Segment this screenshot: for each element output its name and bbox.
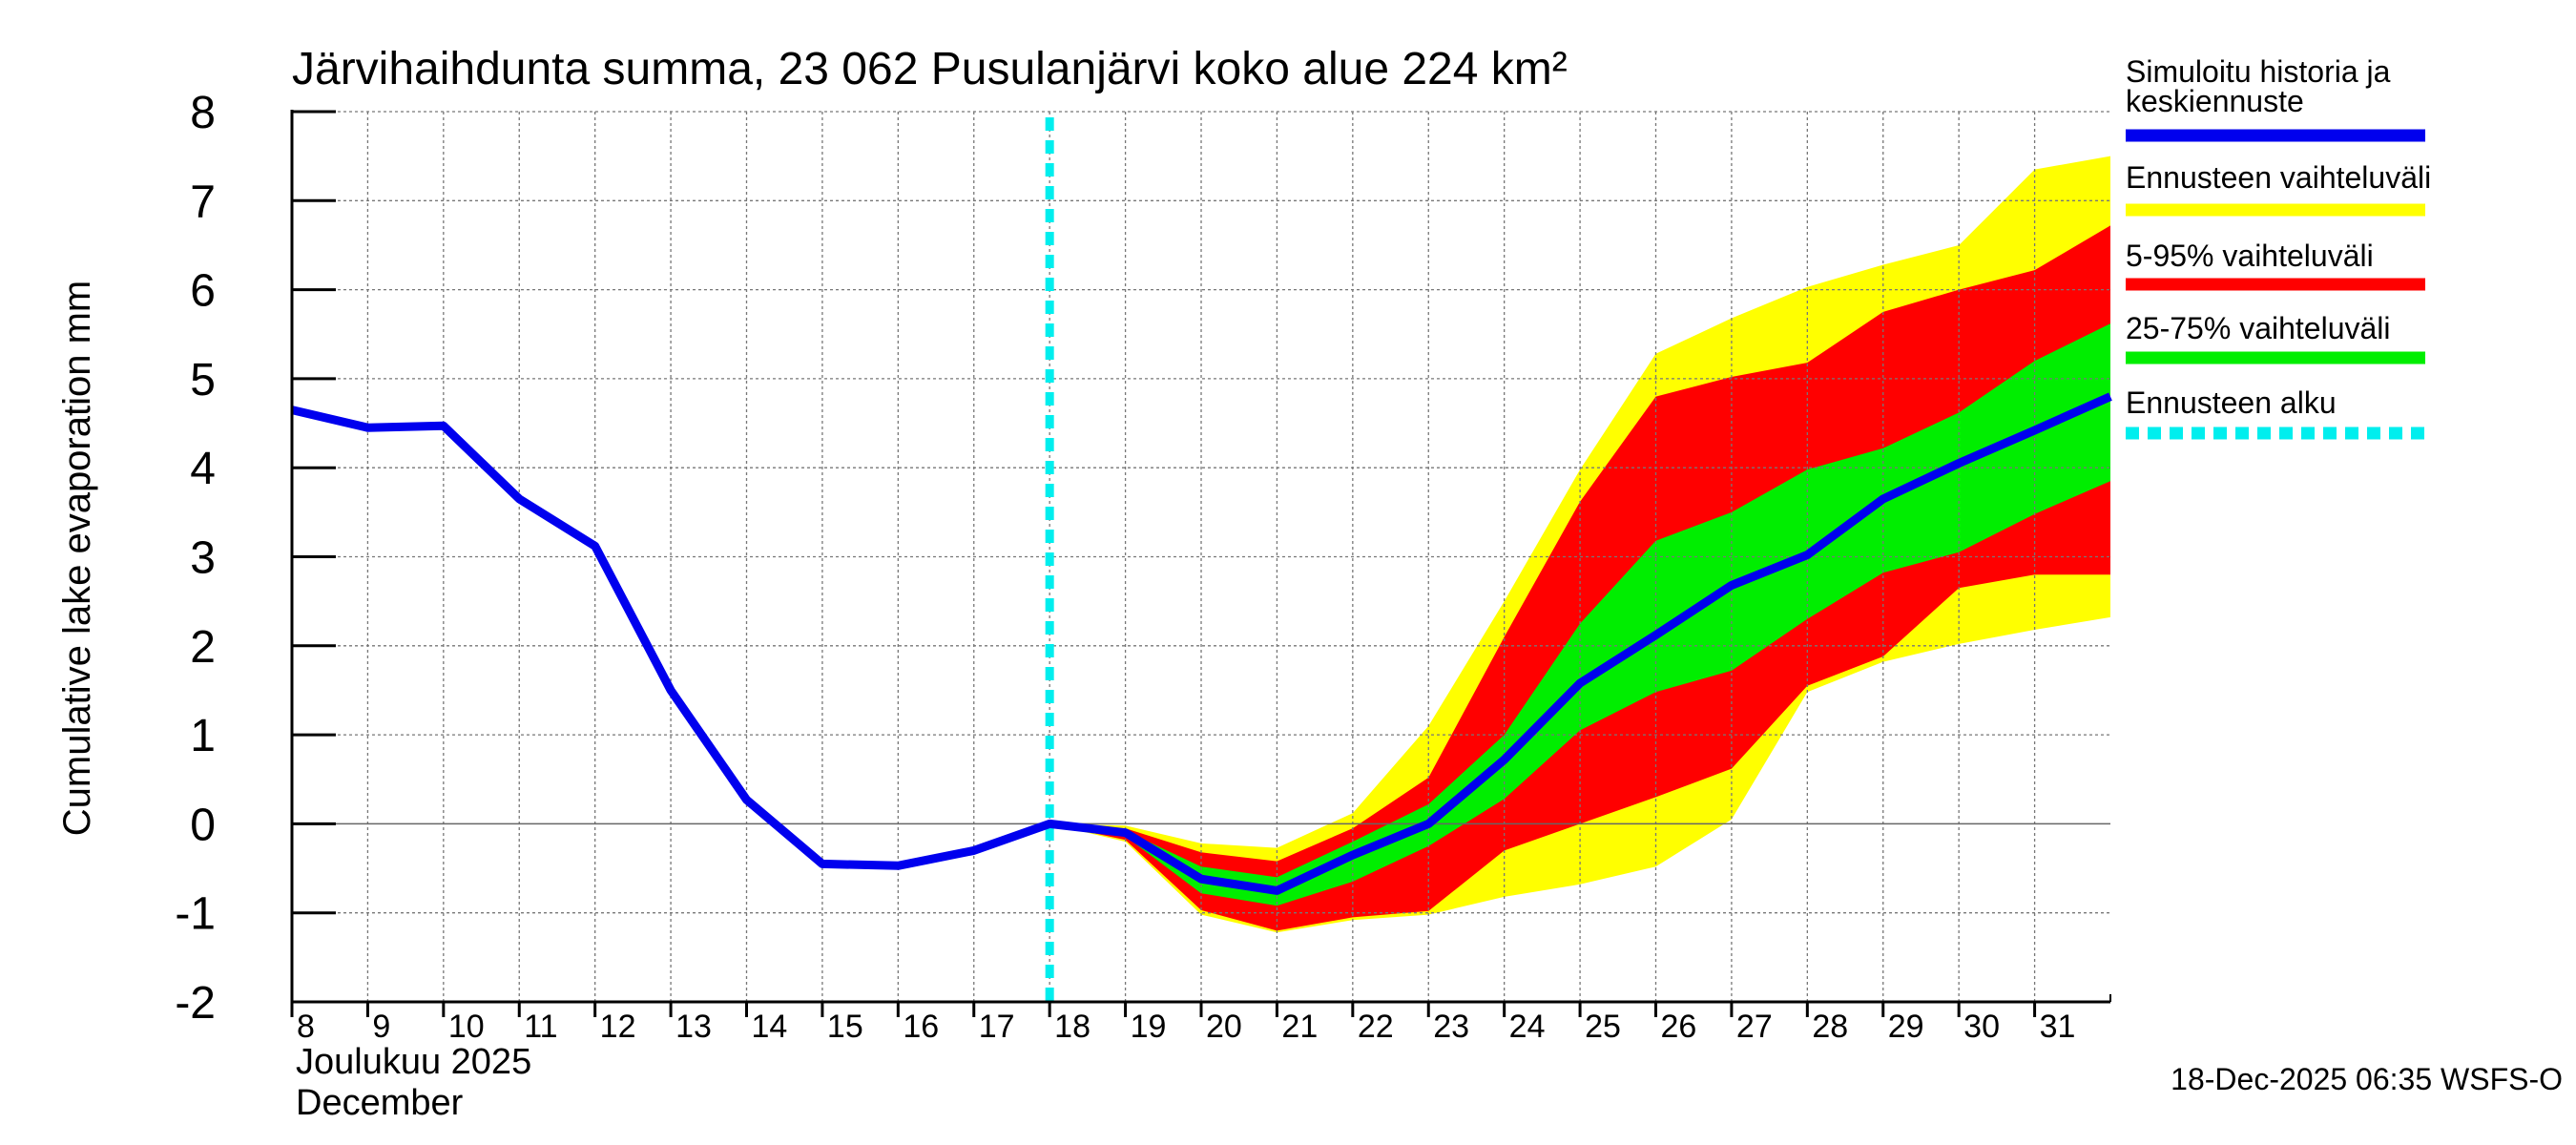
x-tick-label: 13 [675,1009,712,1045]
y-tick-label: 3 [190,533,216,584]
axes [290,110,2111,1017]
x-tick-label: 19 [1131,1009,1167,1045]
y-tick-label: 2 [190,622,216,673]
x-tick-label: 20 [1206,1009,1242,1045]
y-tick-label: 5 [190,355,216,406]
band-25-75-vaihteluv-li [1049,323,2110,906]
x-tick-label: 16 [903,1009,939,1045]
legend-simuloitu-historia-ja-keskiennuste-label: Simuloitu historia ja [2126,54,2391,89]
x-tick-label: 28 [1812,1009,1848,1045]
x-tick-label: 31 [2040,1009,2076,1045]
x-axis-label-month-en: December [296,1083,464,1123]
x-tick-label: 11 [524,1009,557,1045]
x-tick-label: 26 [1661,1009,1697,1045]
y-axis-label: Cumulative lake evaporation mm [56,281,98,836]
legend-5-95-vaihteluv-li-label: 5-95% vaihteluväli [2126,239,2374,273]
x-tick-label: 30 [1963,1009,2000,1045]
legend-simuloitu-historia-ja-keskiennuste-label: keskiennuste [2126,84,2304,118]
x-tick-label: 14 [752,1009,788,1045]
x-tick-label: 17 [979,1009,1015,1045]
y-tick-label: -2 [175,978,216,1029]
x-tick-label: 15 [827,1009,863,1045]
x-tick-labels: 8 9 10 11 12 13 14 15 16 17 18 19 20 21 22 23 24 25 26 27 28… [297,1009,2075,1045]
y-tick-label: 1 [190,711,216,761]
x-tick-label: 22 [1358,1009,1394,1045]
y-tick-label: 4 [190,444,216,494]
history-series [290,392,2112,895]
x-tick-label: 27 [1736,1009,1773,1045]
x-tick-label: 29 [1888,1009,1924,1045]
x-tick-label: 12 [600,1009,636,1045]
x-tick-label: 25 [1585,1009,1621,1045]
x-axis-label-month: Joulukuu 2025 [296,1042,531,1082]
history-median-line [290,392,2112,895]
timestamp: 18-Dec-2025 06:35 WSFS-O [2171,1062,2563,1096]
x-tick-label: 23 [1433,1009,1469,1045]
chart-title: Järvihaihdunta summa, 23 062 Pusulanjärv… [292,44,1568,94]
legend-ennusteen-vaihteluv-li-label: Ennusteen vaihteluväli [2126,160,2431,195]
y-tick-label: 8 [190,88,216,138]
y-tick-label: 6 [190,266,216,317]
y-tick-label: 0 [190,800,216,850]
legend-ennusteen-alku-label: Ennusteen alku [2126,385,2337,420]
y-tick-label: 7 [190,177,216,227]
y-tick-label: -1 [175,889,216,940]
y-tick-labels: -2 -1 0 1 2 3 4 5 6 7 8 [175,88,216,1029]
x-tick-label: 18 [1054,1009,1091,1045]
x-tick-label: 9 [372,1009,390,1045]
x-tick-label: 21 [1281,1009,1318,1045]
legend-25-75-vaihteluv-li-label: 25-75% vaihteluväli [2126,311,2391,345]
x-tick-label: 10 [448,1009,485,1045]
x-tick-label: 24 [1509,1009,1546,1045]
x-tick-label: 8 [297,1009,315,1045]
